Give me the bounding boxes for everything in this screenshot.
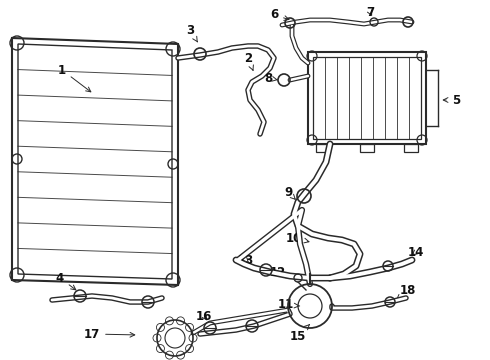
Text: 1: 1 — [58, 63, 91, 92]
Bar — [308, 52, 426, 144]
Text: 16: 16 — [196, 310, 212, 323]
Bar — [313, 57, 421, 139]
Text: 3: 3 — [186, 23, 197, 42]
Text: 18: 18 — [397, 284, 416, 300]
Text: 6: 6 — [270, 9, 289, 22]
Bar — [360, 144, 374, 152]
Text: 12: 12 — [270, 266, 292, 279]
Text: 17: 17 — [84, 328, 135, 341]
Text: 15: 15 — [290, 325, 309, 342]
Text: 13: 13 — [238, 253, 254, 266]
Bar — [404, 144, 418, 152]
Text: 14: 14 — [408, 246, 424, 258]
Text: 2: 2 — [244, 51, 253, 70]
Text: 9: 9 — [284, 185, 295, 199]
Bar — [316, 144, 330, 152]
Text: 8: 8 — [264, 72, 278, 85]
Text: 10: 10 — [286, 231, 309, 244]
Text: 5: 5 — [443, 94, 460, 107]
Text: 4: 4 — [56, 271, 76, 290]
Text: 11: 11 — [278, 298, 300, 311]
Text: 7: 7 — [366, 5, 374, 18]
